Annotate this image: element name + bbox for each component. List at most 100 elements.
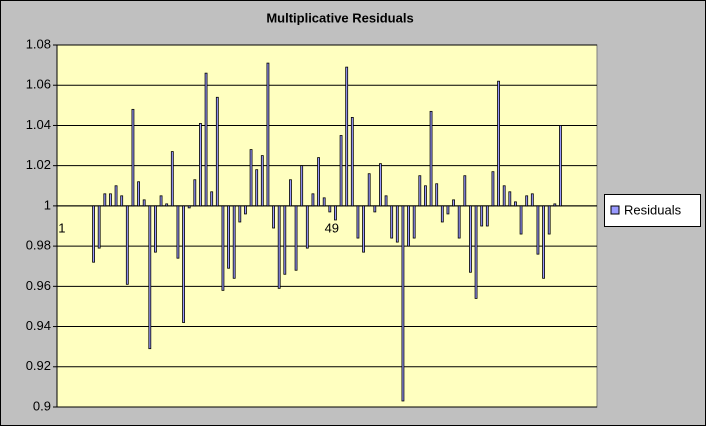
bar bbox=[553, 203, 557, 207]
x-tick-label: 49 bbox=[325, 220, 339, 235]
y-tick-label: 1.04 bbox=[26, 117, 51, 132]
bar bbox=[514, 201, 517, 207]
bar bbox=[502, 185, 506, 207]
bar bbox=[283, 205, 287, 275]
bar bbox=[131, 108, 135, 207]
bar bbox=[249, 149, 253, 207]
y-tick-label: 0.96 bbox=[26, 278, 51, 293]
bar bbox=[547, 205, 551, 235]
bar bbox=[193, 179, 197, 207]
bar bbox=[137, 181, 140, 207]
bar bbox=[379, 163, 382, 207]
bar bbox=[114, 185, 118, 207]
y-tick-label: 1.02 bbox=[26, 157, 51, 172]
bar bbox=[390, 205, 394, 239]
bar bbox=[260, 155, 264, 207]
bar bbox=[469, 205, 472, 273]
bar bbox=[215, 96, 219, 207]
bar bbox=[418, 175, 422, 207]
bar bbox=[204, 72, 208, 207]
bar bbox=[294, 205, 298, 271]
y-tick-label: 0.9 bbox=[33, 398, 51, 413]
bar bbox=[474, 205, 478, 299]
legend-swatch bbox=[610, 205, 620, 215]
bar bbox=[187, 205, 191, 209]
chart-title: Multiplicative Residuals bbox=[266, 10, 413, 25]
legend-label: Residuals bbox=[624, 202, 682, 217]
bar bbox=[491, 171, 495, 207]
bar bbox=[384, 195, 388, 207]
bar bbox=[412, 205, 416, 239]
bar bbox=[238, 205, 242, 223]
y-tick-label: 0.92 bbox=[26, 358, 51, 373]
bar bbox=[266, 62, 270, 207]
bar bbox=[311, 193, 315, 207]
bar bbox=[199, 123, 202, 207]
bar bbox=[367, 173, 371, 207]
bar bbox=[92, 205, 95, 263]
bar bbox=[103, 193, 107, 207]
bar bbox=[457, 205, 461, 239]
bar bbox=[440, 205, 444, 223]
y-tick-label: 0.98 bbox=[26, 238, 51, 253]
bar bbox=[289, 179, 292, 207]
bar bbox=[120, 195, 124, 207]
bar bbox=[97, 205, 101, 249]
bar bbox=[255, 169, 259, 207]
x-tick-label: 1 bbox=[58, 220, 65, 235]
bar bbox=[305, 205, 309, 249]
bar bbox=[429, 110, 433, 207]
bar bbox=[356, 205, 360, 239]
bar bbox=[227, 205, 230, 269]
bar bbox=[334, 205, 337, 221]
bar bbox=[165, 203, 169, 207]
bar bbox=[508, 191, 512, 207]
bar bbox=[322, 197, 326, 207]
bar bbox=[109, 193, 112, 207]
bar bbox=[446, 205, 450, 215]
bar bbox=[317, 157, 320, 207]
bar bbox=[159, 195, 163, 207]
y-tick-label: 1.06 bbox=[26, 77, 51, 92]
bar bbox=[401, 205, 405, 402]
bar bbox=[424, 185, 427, 207]
bar bbox=[221, 205, 225, 291]
y-tick-label: 1 bbox=[44, 197, 51, 212]
bar bbox=[328, 205, 332, 213]
bar bbox=[232, 205, 236, 279]
bar bbox=[350, 117, 354, 207]
bar bbox=[272, 205, 275, 229]
bar bbox=[519, 205, 523, 235]
bar bbox=[463, 175, 467, 207]
y-tick-label: 0.94 bbox=[26, 318, 51, 333]
bar bbox=[362, 205, 365, 253]
bar bbox=[542, 205, 545, 279]
bar bbox=[210, 191, 214, 207]
plot-area bbox=[56, 44, 598, 408]
bar bbox=[142, 199, 146, 207]
bar bbox=[530, 193, 534, 207]
bar bbox=[480, 205, 484, 227]
bar bbox=[373, 205, 377, 213]
y-tick-label: 1.08 bbox=[26, 36, 51, 51]
bar bbox=[148, 205, 152, 350]
bar bbox=[182, 205, 185, 323]
bar bbox=[407, 205, 410, 247]
bar bbox=[452, 199, 455, 207]
bar bbox=[536, 205, 540, 255]
bar bbox=[339, 135, 343, 207]
bar bbox=[244, 205, 247, 215]
bar bbox=[525, 195, 529, 207]
bar bbox=[154, 205, 157, 253]
bar bbox=[176, 205, 180, 259]
bar bbox=[485, 205, 489, 227]
bar bbox=[395, 205, 399, 243]
bar bbox=[345, 66, 349, 207]
bar bbox=[125, 205, 129, 285]
bar bbox=[435, 183, 439, 207]
bar bbox=[170, 151, 174, 207]
bar bbox=[559, 125, 562, 207]
bar bbox=[300, 165, 304, 207]
bar bbox=[277, 205, 281, 289]
